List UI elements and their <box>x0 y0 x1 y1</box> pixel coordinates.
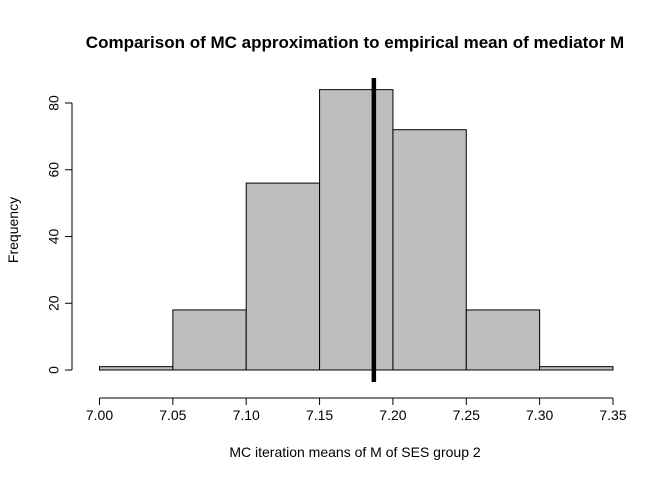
x-tick-label: 7.35 <box>599 407 626 423</box>
histogram-bar <box>172 309 247 371</box>
x-axis-label: MC iteration means of M of SES group 2 <box>229 444 481 460</box>
histogram-bar <box>539 366 614 371</box>
histogram-bar <box>392 129 467 371</box>
x-tick-label: 7.15 <box>306 407 333 423</box>
histogram-bar <box>465 309 541 371</box>
x-tick-label: 7.00 <box>86 407 113 423</box>
x-tick-label: 7.20 <box>379 407 406 423</box>
y-tick-label: 40 <box>46 229 62 245</box>
y-axis-label: Frequency <box>5 197 21 263</box>
x-tick-label: 7.30 <box>526 407 553 423</box>
chart-title: Comparison of MC approximation to empiri… <box>86 33 624 52</box>
x-tick-label: 7.05 <box>159 407 186 423</box>
histogram-bar <box>319 89 394 371</box>
y-tick-label: 0 <box>46 366 62 374</box>
y-tick-label: 60 <box>46 162 62 178</box>
histogram-bar <box>99 366 174 371</box>
x-tick-label: 7.10 <box>233 407 260 423</box>
y-tick-label: 20 <box>46 295 62 311</box>
x-tick-label: 7.25 <box>453 407 480 423</box>
y-tick-label: 80 <box>46 95 62 111</box>
histogram-bar <box>245 182 321 371</box>
